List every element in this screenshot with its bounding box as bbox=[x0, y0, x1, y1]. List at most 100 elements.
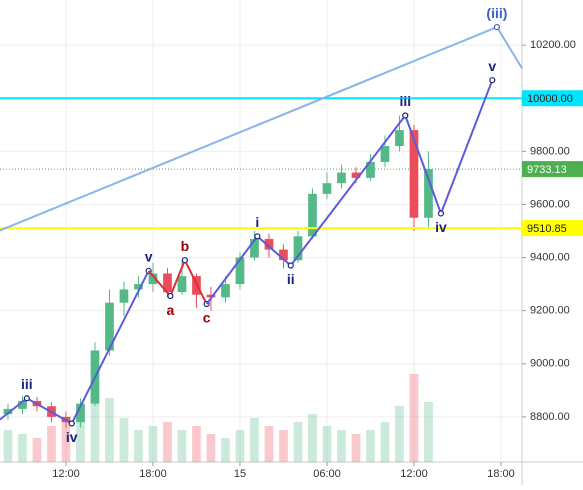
volume-bar bbox=[366, 430, 375, 462]
candle-body bbox=[148, 273, 158, 285]
volume-bar bbox=[424, 402, 433, 462]
wave-label: a bbox=[166, 302, 174, 318]
wave-point bbox=[437, 210, 445, 217]
x-tick-label: 06:00 bbox=[313, 468, 341, 480]
wave-label: iv bbox=[66, 429, 78, 445]
candle-body bbox=[163, 273, 172, 293]
candle-body bbox=[3, 408, 13, 415]
y-tick-label: 10200.00 bbox=[530, 39, 576, 51]
volume-bar bbox=[293, 422, 303, 462]
volume-bar bbox=[250, 418, 259, 462]
wave-label: v bbox=[488, 58, 496, 74]
wave-label: iii bbox=[21, 376, 33, 392]
candle-body bbox=[221, 284, 230, 298]
candle-body bbox=[177, 276, 187, 293]
volume-bar bbox=[76, 414, 85, 462]
wave-point bbox=[402, 112, 409, 119]
wave-point bbox=[68, 420, 75, 427]
wave-point bbox=[167, 292, 174, 300]
volume-bar bbox=[409, 374, 419, 462]
candle-body bbox=[235, 257, 245, 285]
x-tick-label: 18:00 bbox=[139, 468, 167, 480]
x-tick-label: 18:00 bbox=[487, 468, 515, 480]
candle-body bbox=[18, 400, 27, 409]
volume-bar bbox=[134, 430, 143, 462]
volume-bar bbox=[192, 426, 201, 462]
candle-body bbox=[250, 238, 259, 258]
candle-body bbox=[380, 146, 390, 162]
price-label: 9510.85 bbox=[527, 223, 567, 235]
candle-body bbox=[308, 193, 317, 237]
price-label: 10000.00 bbox=[527, 93, 573, 105]
wave-label: ii bbox=[287, 271, 295, 287]
x-tick-label: 15 bbox=[234, 468, 246, 480]
volume-bar bbox=[47, 426, 56, 462]
volume-bar bbox=[337, 430, 346, 462]
y-tick-label: 9200.00 bbox=[530, 305, 570, 317]
volume-bar bbox=[90, 390, 100, 462]
wave-point bbox=[23, 395, 30, 402]
candle-body bbox=[293, 236, 303, 261]
x-tick-label: 12:00 bbox=[400, 468, 428, 480]
candle-body bbox=[337, 172, 346, 184]
candle-body bbox=[395, 130, 404, 147]
wave-label: v bbox=[145, 249, 153, 265]
candle-body bbox=[206, 294, 216, 298]
volume-bar bbox=[308, 414, 317, 462]
wave-label: b bbox=[181, 238, 190, 254]
volume-bar bbox=[61, 422, 71, 462]
volume-bar bbox=[279, 430, 288, 462]
volume-bar bbox=[163, 422, 172, 462]
candle-body bbox=[134, 284, 143, 290]
volume-bar bbox=[3, 430, 13, 462]
volume-bar bbox=[221, 438, 230, 462]
volume-bar bbox=[119, 418, 129, 462]
wave-label: iv bbox=[435, 219, 447, 235]
volume-bar bbox=[148, 426, 158, 462]
wave-label: iii bbox=[399, 93, 411, 109]
candle-body bbox=[322, 183, 332, 194]
candle-body bbox=[279, 249, 288, 261]
candle-body bbox=[424, 169, 433, 218]
candle-body bbox=[264, 238, 274, 250]
wave-label: (iii) bbox=[486, 5, 507, 21]
wave-line bbox=[205, 79, 494, 305]
wave-point bbox=[254, 233, 261, 240]
wave-label: c bbox=[203, 310, 211, 326]
candle-body bbox=[366, 161, 375, 178]
wave-point bbox=[489, 77, 496, 84]
volume-bar bbox=[322, 426, 332, 462]
candle-body bbox=[409, 130, 419, 218]
volume-bar bbox=[264, 426, 274, 462]
volume-bar bbox=[105, 398, 114, 462]
volume-bar bbox=[235, 430, 245, 462]
volume-bar bbox=[32, 438, 42, 462]
y-tick-label: 9000.00 bbox=[530, 358, 570, 370]
price-label: 9733.13 bbox=[527, 164, 567, 176]
price-tag bbox=[522, 90, 583, 107]
volume-bar bbox=[206, 434, 216, 462]
price-tag bbox=[522, 161, 583, 178]
overlay: 8800.00 9000.00 9200.00 9400.00 9600.00 9800.… bbox=[0, 5, 583, 480]
wave-point bbox=[181, 257, 188, 264]
candle-body bbox=[76, 403, 85, 423]
candle-body bbox=[351, 172, 361, 178]
y-tick-label: 8800.00 bbox=[530, 411, 570, 423]
volume-bar bbox=[177, 430, 187, 462]
wave-line bbox=[147, 257, 208, 305]
y-tick-label: 9600.00 bbox=[530, 198, 570, 210]
wave-point bbox=[493, 23, 501, 31]
volume-bar bbox=[351, 434, 361, 462]
wave-label: i bbox=[255, 214, 259, 230]
price-tag bbox=[522, 220, 583, 237]
y-tick-label: 9400.00 bbox=[530, 251, 570, 263]
volume-bar bbox=[395, 406, 404, 462]
x-tick-label: 12:00 bbox=[52, 468, 80, 480]
wave-line bbox=[0, 270, 150, 425]
volume-bar bbox=[18, 434, 27, 462]
candle-body bbox=[105, 302, 114, 351]
candle-body bbox=[119, 289, 129, 303]
volume-bar bbox=[380, 422, 390, 462]
